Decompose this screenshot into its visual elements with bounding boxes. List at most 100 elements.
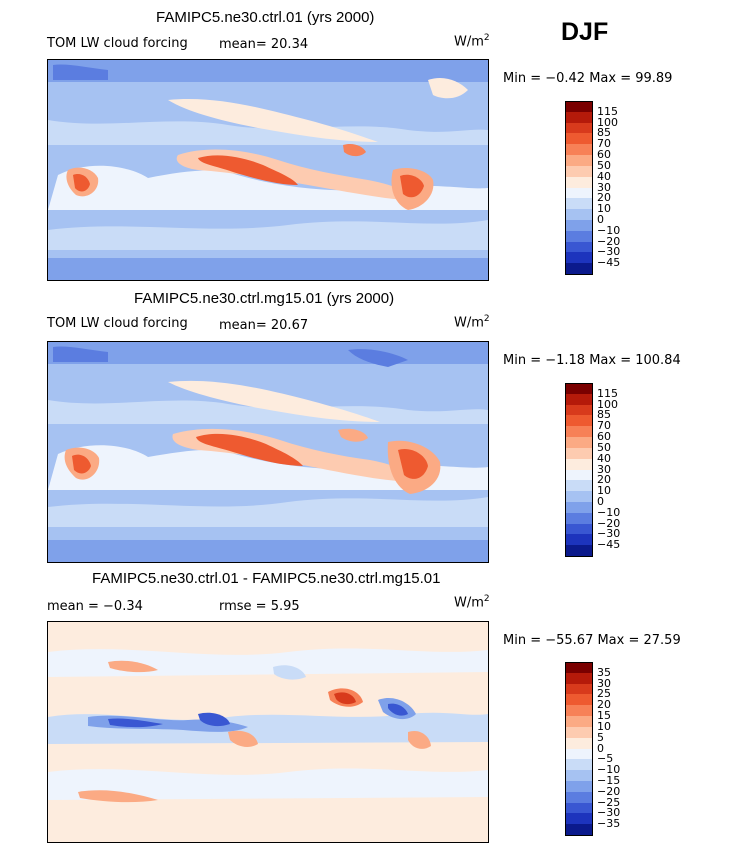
- colorbar-swatch: [565, 383, 593, 395]
- colorbar-label: 10: [597, 719, 611, 733]
- colorbar-label: −10: [597, 763, 621, 777]
- panel-3-rmse: rmse = 5.95: [219, 599, 300, 614]
- colorbar-swatch: [565, 447, 593, 460]
- colorbar-swatch: [565, 501, 593, 514]
- panel-2-units-exp: 2: [483, 314, 490, 324]
- colorbar-swatch: [565, 791, 593, 804]
- colorbar-label: 35: [597, 665, 611, 679]
- colorbar-label: 40: [597, 169, 611, 183]
- colorbar-swatch: [565, 545, 593, 557]
- colorbar-swatch: [565, 770, 593, 782]
- colorbar-label: −30: [597, 806, 621, 820]
- colorbar-swatch: [565, 534, 593, 546]
- colorbar-swatch: [565, 737, 593, 749]
- panel-1-minmax: Min = −0.42 Max = 99.89: [503, 71, 673, 86]
- colorbar-swatch: [565, 122, 593, 134]
- colorbar-swatch: [565, 512, 593, 525]
- colorbar-label: −30: [597, 245, 621, 259]
- colorbar-swatch: [565, 748, 593, 760]
- colorbar-swatch: [565, 662, 593, 674]
- panel-3-units: W/m2: [454, 594, 490, 610]
- colorbar-label: 20: [597, 698, 611, 712]
- colorbar-swatch: [565, 404, 593, 416]
- panel-2-variable-label: TOM LW cloud forcing: [47, 316, 188, 331]
- colorbar-label: 115: [597, 386, 618, 400]
- colorbar-label: 60: [597, 430, 611, 444]
- colorbar-swatch: [565, 683, 593, 695]
- colorbar-swatch: [565, 165, 593, 178]
- colorbar-label: 70: [597, 137, 611, 151]
- colorbar-label: −5: [597, 752, 614, 766]
- panel-3-map: [47, 621, 489, 843]
- panel-1-map-field: [48, 60, 488, 280]
- colorbar-swatch: [565, 802, 593, 814]
- panel-2-map: [47, 341, 489, 563]
- colorbar-label: 40: [597, 451, 611, 465]
- colorbar-swatch: [565, 198, 593, 210]
- colorbar-swatch: [565, 133, 593, 145]
- panel-1-units-exp: 2: [483, 33, 490, 43]
- colorbar-label: −10: [597, 505, 621, 519]
- colorbar-label: −20: [597, 516, 621, 530]
- panel-2-map-field: [48, 342, 488, 562]
- colorbar-swatch: [565, 469, 593, 481]
- panel-2-colorbar: 115 100 85 70 60 50 40 30 20 10 0 −10 −20 −30 −45: [565, 383, 620, 557]
- panel-1-mean: mean= 20.34: [219, 37, 309, 52]
- colorbar-label: 15: [597, 709, 611, 723]
- colorbar-label: −45: [597, 538, 621, 552]
- panel-3-mean: mean = −0.34: [47, 599, 143, 614]
- colorbar-label: −20: [597, 784, 621, 798]
- colorbar-label: −45: [597, 256, 621, 270]
- colorbar-swatch: [565, 187, 593, 199]
- panel-2-units: W/m2: [454, 314, 490, 330]
- season-label: DJF: [561, 18, 609, 46]
- panel-1-title: FAMIPC5.ne30.ctrl.01 (yrs 2000): [156, 9, 375, 26]
- colorbar-label: 0: [597, 494, 604, 508]
- colorbar-label: 10: [597, 484, 611, 498]
- colorbar-label: 30: [597, 462, 611, 476]
- colorbar-label: 100: [597, 397, 618, 411]
- panel-2-mean: mean= 20.67: [219, 318, 309, 333]
- colorbar-label: 50: [597, 440, 611, 454]
- panel-1-units: W/m2: [454, 33, 490, 49]
- colorbar-swatch: [565, 176, 593, 188]
- colorbar-label: 30: [597, 676, 611, 690]
- colorbar-label: 5: [597, 730, 604, 744]
- colorbar-label: 0: [597, 741, 604, 755]
- panel-3-map-field: [48, 622, 488, 842]
- colorbar-swatch: [565, 393, 593, 406]
- colorbar-label: 100: [597, 115, 618, 129]
- panel-2-title: FAMIPC5.ne30.ctrl.mg15.01 (yrs 2000): [134, 290, 395, 307]
- colorbar-label: −25: [597, 795, 621, 809]
- colorbar-swatch: [565, 813, 593, 825]
- colorbar-swatch: [565, 155, 593, 167]
- colorbar-swatch: [565, 426, 593, 438]
- colorbar-swatch: [565, 101, 593, 113]
- colorbar-swatch: [565, 437, 593, 449]
- colorbar-swatch: [565, 415, 593, 427]
- colorbar-label: 50: [597, 158, 611, 172]
- colorbar-label: 60: [597, 148, 611, 162]
- colorbar-swatch: [565, 219, 593, 232]
- colorbar-label: 115: [597, 104, 618, 118]
- colorbar-label: 25: [597, 687, 611, 701]
- colorbar-swatch: [565, 672, 593, 685]
- panel-3-colorbar: 35 30 25 20 15 10 5 0 −5 −10 −15 −20 −25 −30 −35: [565, 662, 620, 836]
- colorbar-label: −15: [597, 773, 621, 787]
- colorbar-label: 10: [597, 202, 611, 216]
- colorbar-swatch: [565, 241, 593, 253]
- colorbar-swatch: [565, 252, 593, 264]
- colorbar-swatch: [565, 144, 593, 156]
- colorbar-swatch: [565, 716, 593, 728]
- colorbar-label: −35: [597, 817, 621, 831]
- panel-3-minmax: Min = −55.67 Max = 27.59: [503, 633, 681, 648]
- panel-3-units-exp: 2: [483, 594, 490, 604]
- panel-1-units-base: W/m: [454, 34, 484, 50]
- colorbar-label: 85: [597, 126, 611, 140]
- colorbar-label: 30: [597, 180, 611, 194]
- colorbar-label: −10: [597, 223, 621, 237]
- colorbar-swatch: [565, 705, 593, 717]
- panel-2-minmax: Min = −1.18 Max = 100.84: [503, 353, 681, 368]
- colorbar-swatch: [565, 111, 593, 124]
- colorbar-swatch: [565, 480, 593, 492]
